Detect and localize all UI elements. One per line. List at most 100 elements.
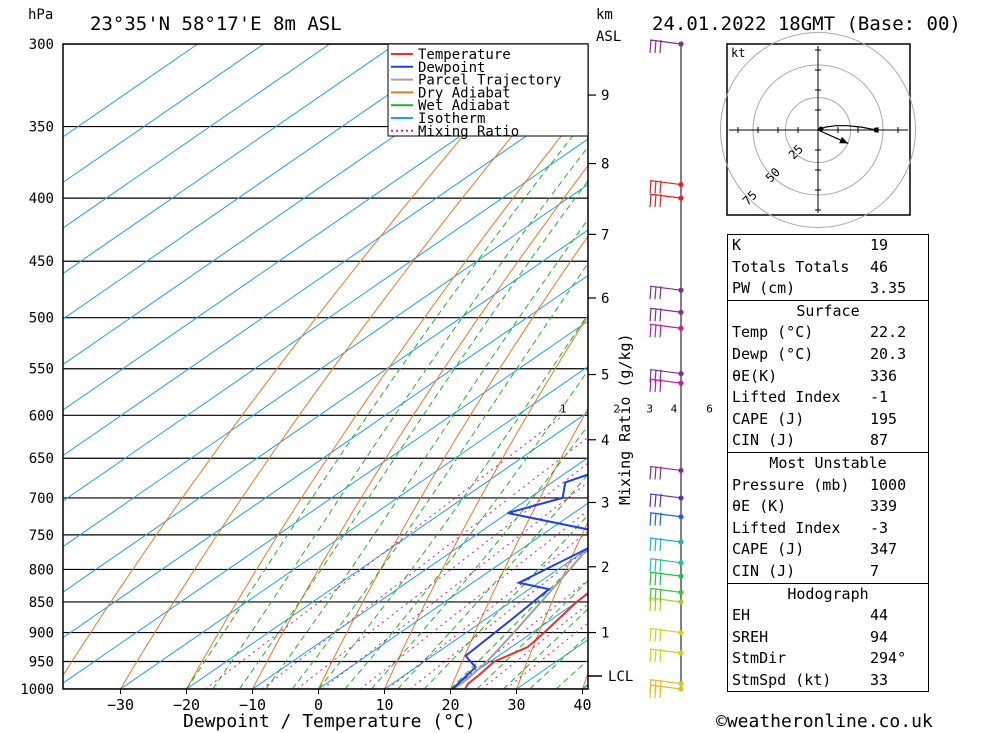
mixing-ratio-line	[505, 622, 588, 689]
wet-adiabat-line	[344, 369, 588, 689]
wind-barb-flag	[659, 537, 662, 552]
wind-barb-flag	[649, 558, 652, 572]
mixing-ratio-line	[450, 579, 588, 689]
datetime-title: 24.01.2022 18GMT (Base: 00)	[652, 13, 961, 35]
isotherm-line	[63, 44, 265, 184]
wind-barb-shaft	[649, 493, 682, 499]
temperature-tick-label: −10	[239, 696, 266, 714]
wind-barb	[649, 179, 684, 194]
wind-barb-flag	[654, 324, 657, 338]
height-unit: km	[596, 7, 613, 23]
wind-barb-shaft	[649, 39, 682, 45]
surface-label: θE(K)	[732, 366, 778, 385]
wind-barb	[649, 627, 684, 642]
wind-barb-flag	[649, 180, 652, 194]
surface-label: Temp (°C)	[732, 323, 814, 342]
wind-barb-shaft	[649, 512, 682, 518]
pressure-tick-label: 450	[29, 254, 54, 270]
wind-barb	[649, 512, 684, 526]
pressure-tick-label: 300	[29, 37, 54, 53]
most-unstable-row: CAPE (J) 347	[728, 539, 928, 561]
wind-barb	[649, 597, 684, 611]
surface-value: 22.2	[870, 323, 907, 342]
surface-value: 87	[870, 431, 889, 450]
k-index-row: K 19	[728, 235, 928, 257]
height-tick-label: 4	[601, 433, 609, 449]
most-unstable-row: θE (K) 339	[728, 496, 928, 518]
wind-barb	[649, 39, 684, 54]
wind-barb-flag	[649, 493, 652, 507]
wind-barb-flag	[654, 180, 657, 194]
pressure-tick-label: 400	[29, 191, 54, 207]
wind-barb-flag	[654, 308, 657, 322]
wind-barb-flag	[654, 379, 657, 393]
surface-value: 195	[870, 409, 898, 428]
hodograph-stat-label: StmDir	[732, 649, 787, 668]
temperature-tick-label: 10	[375, 696, 393, 714]
pressure-tick-label: 800	[29, 562, 54, 578]
wet-adiabat-line	[212, 146, 588, 689]
temperature-tick-label: 0	[314, 696, 323, 714]
isotherm-line	[63, 92, 588, 457]
wind-barb-shaft	[649, 679, 682, 685]
most-unstable-value: 339	[870, 497, 898, 516]
hodograph-stat-label: SREH	[732, 627, 769, 646]
wind-barb-flag	[654, 628, 657, 642]
wind-barbs	[649, 39, 684, 699]
wind-barb-flag	[659, 308, 662, 322]
wet-adiabat-line	[450, 549, 588, 689]
temperature-tick-label: −30	[107, 696, 134, 714]
wind-barb-flag	[649, 308, 652, 322]
pressure-tick-label: 750	[29, 528, 54, 544]
wet-adiabat-line	[318, 313, 588, 689]
mixing-ratio-line	[481, 603, 588, 689]
wind-barb-flag	[654, 466, 657, 480]
wind-barb-flag	[654, 597, 657, 611]
wet-adiabat-line	[476, 580, 588, 689]
surface-value: -1	[870, 388, 889, 407]
pressure-tick-label: 600	[29, 408, 54, 424]
height-tick-label: 8	[601, 157, 609, 173]
mixing-ratio-line	[359, 509, 588, 689]
most-unstable-rows: Pressure (mb) 1000 θE (K) 339 Lifted Index -3…	[728, 475, 928, 583]
surface-value: 20.3	[870, 344, 907, 363]
isotherm-line	[63, 138, 588, 502]
legend-label: Mixing Ratio	[418, 124, 519, 140]
wind-barb-shaft	[649, 285, 682, 291]
wind-barb-shaft	[649, 627, 682, 634]
pressure-tick-label: 950	[29, 655, 54, 671]
wind-barb	[649, 465, 684, 480]
legend-label: Isotherm	[418, 111, 485, 127]
wind-barb-flag	[659, 648, 662, 663]
pressure-axis: 300 350 400 450 500 550 600 650 700 750 800 850 900 9…	[20, 37, 54, 698]
pressure-tick-label: 1000	[20, 682, 54, 698]
wind-barb-flag	[649, 512, 652, 526]
most-unstable-value: -3	[870, 518, 889, 537]
wind-barb	[649, 684, 684, 699]
wind-barb-flag	[659, 180, 662, 194]
surface-row: CAPE (J) 195	[728, 409, 928, 431]
most-unstable-label: CIN (J)	[732, 561, 796, 580]
hodograph-stat-value: 33	[870, 670, 889, 689]
pressure-unit: hPa	[28, 7, 53, 23]
dry-adiabat-line	[318, 235, 588, 689]
hodograph-stats-title: Hodograph	[728, 582, 928, 606]
dry-adiabat-line	[63, 44, 542, 677]
grid-layer	[63, 44, 588, 689]
surface-label: Lifted Index	[732, 388, 841, 407]
wind-barb-flag	[654, 512, 657, 526]
wind-barb-flag	[659, 39, 662, 54]
surface-value: 336	[870, 366, 898, 385]
wind-barb-flag	[649, 572, 652, 586]
wind-barb-dot	[678, 514, 684, 520]
credit: ©weatheronline.co.uk	[716, 711, 933, 732]
wind-barb-flag	[649, 194, 652, 208]
wind-barb-flag	[659, 558, 662, 572]
wet-adiabat-line	[370, 424, 588, 689]
legend-label: Parcel Trajectory	[418, 73, 561, 89]
hodograph-stat-row: EH 44	[728, 605, 928, 627]
wind-barb	[649, 285, 684, 300]
legend-label: Wet Adiabat	[418, 98, 511, 114]
dewpoint-line	[451, 473, 588, 689]
